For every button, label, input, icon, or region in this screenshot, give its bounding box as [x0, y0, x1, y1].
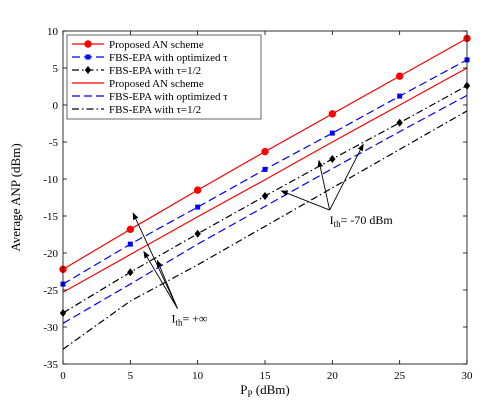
x-tick-label: 0: [60, 370, 66, 382]
legend-label-2: FBS-EPA with optimized τ: [109, 52, 228, 64]
x-tick-label: 20: [327, 370, 339, 382]
annotation-arrow-m70-3: [280, 190, 330, 211]
series-3-point: [396, 118, 403, 127]
series-line-6: [62, 110, 468, 350]
series-1-point: [126, 225, 135, 234]
series-1-point: [261, 147, 269, 156]
x-tick-label: 30: [462, 370, 474, 382]
y-tick-label: -35: [43, 359, 58, 371]
series-3-point: [329, 155, 336, 164]
y-tick-label: -15: [43, 211, 58, 223]
legend-label-3: FBS-EPA with τ=1/2: [109, 65, 201, 77]
legend-marker-1: [84, 40, 92, 48]
annotation-arrow-m70-2: [317, 159, 331, 211]
series-3-point: [127, 268, 134, 277]
series-1-point: [193, 186, 202, 194]
series-2-point: [397, 93, 403, 99]
series-2-point: [195, 204, 201, 210]
y-tick-label: -10: [43, 174, 58, 186]
legend-marker-2: [85, 54, 91, 60]
y-tick-label: 5: [53, 63, 59, 75]
annotation-arrow-m70-1: [329, 143, 364, 211]
legend-label-4: Proposed AN scheme: [109, 78, 204, 90]
y-tick-label: -20: [43, 248, 58, 260]
series-3-point: [194, 229, 201, 238]
legend-box: [66, 34, 262, 120]
legend-label-6: FBS-EPA with τ=1/2: [109, 104, 201, 116]
series-3-point: [261, 192, 269, 201]
plot-area: [59, 34, 471, 350]
annotation-arrow-inf-1: [132, 212, 178, 309]
y-tick-label: 0: [53, 100, 59, 112]
y-axis-label: Average ANP (dBm): [8, 143, 23, 251]
series-1-point: [328, 110, 337, 118]
y-tick-label: -5: [49, 137, 59, 149]
legend-label-1: Proposed AN scheme: [109, 39, 204, 51]
series-line-5: [62, 94, 468, 324]
legend-label-5: FBS-EPA with optimized τ: [109, 91, 228, 103]
x-tick-label: 10: [192, 370, 204, 382]
y-tick-label: -30: [43, 322, 58, 334]
annotations: Ith= +∞ Ith= -70 dBm: [132, 143, 394, 328]
series-line-4: [62, 67, 468, 293]
legend-marker-3: [84, 66, 92, 74]
x-axis-label: PP (dBm): [240, 382, 289, 399]
x-tick-label: 15: [260, 370, 272, 382]
annotation-arrow-inf-3: [156, 259, 178, 309]
annotation-arrow-inf-2: [143, 250, 178, 309]
y-tick-label: -25: [43, 285, 58, 297]
x-tick-label: 5: [128, 370, 134, 382]
series-2-point: [127, 241, 133, 247]
series-1-point: [395, 72, 404, 80]
series-2-point: [262, 166, 268, 172]
series-2-point: [329, 130, 335, 136]
y-tick-label: 10: [47, 26, 59, 38]
axes: 0 5 10 15 20 25 30 -35 -30 -25 -20 -15 -10 -5 0 5 10 PP (…: [8, 26, 473, 399]
x-tick-label: 25: [394, 370, 406, 382]
annotation-label-m70: Ith= -70 dBm: [330, 213, 394, 229]
annotation-label-inf: Ith= +∞: [171, 312, 207, 328]
